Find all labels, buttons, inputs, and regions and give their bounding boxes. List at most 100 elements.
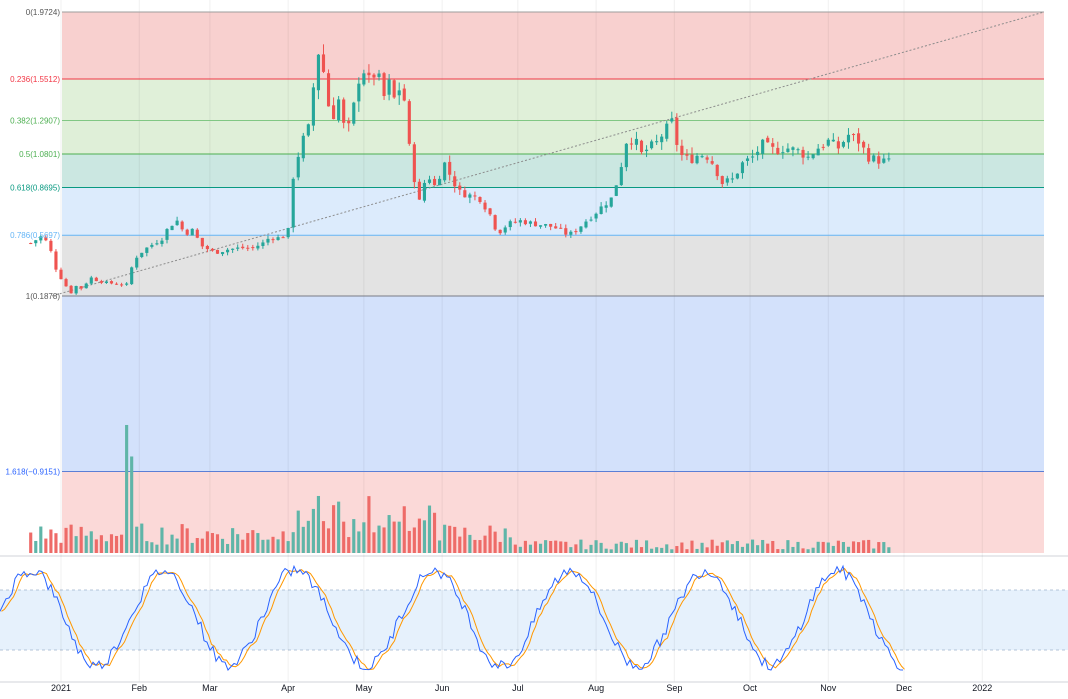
candle-body — [538, 225, 543, 227]
volume-bar — [261, 539, 265, 553]
volume-bar — [342, 521, 346, 553]
candle-body — [841, 142, 845, 147]
fib-band — [62, 120, 1044, 154]
candle-body — [634, 138, 639, 145]
candle-body — [155, 243, 159, 245]
volume-bar — [155, 544, 159, 553]
fib-level-label: 1(0.1878) — [26, 292, 61, 301]
candle-body — [478, 197, 482, 202]
candle-body — [690, 154, 694, 163]
volume-bar — [357, 531, 361, 553]
candle-body — [321, 54, 326, 72]
candle-body — [705, 157, 709, 160]
candle-body — [220, 252, 225, 255]
volume-bar — [417, 518, 421, 553]
candle-body — [84, 283, 88, 289]
candle-body — [882, 158, 886, 163]
volume-bar — [281, 531, 285, 553]
candle-body — [589, 219, 593, 221]
candle-body — [533, 221, 538, 227]
volume-bar — [745, 543, 750, 553]
candle-body — [130, 267, 134, 285]
candle-body — [483, 202, 487, 210]
volume-bar — [473, 539, 477, 553]
volume-bar — [882, 542, 886, 553]
volume-bar — [89, 531, 93, 553]
candle-body — [347, 120, 351, 124]
candle-body — [432, 178, 437, 186]
volume-bar — [619, 541, 623, 553]
volume-bar — [862, 540, 866, 553]
candle-body — [503, 227, 507, 233]
candle-body — [715, 164, 719, 177]
volume-bar — [175, 538, 179, 553]
candle-body — [120, 284, 124, 286]
volume-bar — [458, 536, 462, 553]
candle-body — [619, 167, 623, 186]
volume-bar — [44, 538, 48, 553]
volume-bar — [655, 547, 659, 553]
candle-body — [867, 148, 871, 162]
volume-bar — [564, 541, 568, 553]
candle-body — [745, 158, 750, 161]
volume-bar — [720, 542, 724, 553]
candle-body — [655, 141, 659, 143]
volume-bar — [771, 540, 775, 553]
candle-body — [104, 281, 108, 283]
volume-bar — [291, 532, 295, 553]
volume-bar — [392, 521, 396, 553]
volume-bar — [508, 537, 512, 553]
volume-bar — [49, 529, 53, 553]
candle-body — [756, 151, 760, 156]
x-tick-label: Sep — [666, 683, 682, 693]
volume-bar — [372, 532, 376, 553]
candle-body — [140, 252, 144, 258]
candle-body — [801, 149, 805, 158]
volume-bar — [432, 512, 437, 553]
volume-bar — [629, 547, 633, 553]
candle-body — [382, 73, 386, 97]
volume-bar — [453, 526, 457, 553]
candle-body — [34, 240, 38, 244]
volume-bar — [251, 530, 255, 553]
candle-body — [730, 178, 734, 180]
candle-body — [261, 242, 265, 246]
volume-bar — [301, 526, 305, 553]
candle-body — [180, 221, 184, 230]
volume-bar — [761, 539, 765, 553]
candle-body — [680, 145, 684, 156]
x-tick-label: Jun — [435, 683, 450, 693]
volume-bar — [84, 535, 88, 553]
candle-body — [877, 156, 881, 164]
volume-bar — [170, 534, 174, 553]
volume-bar — [735, 541, 739, 553]
volume-bar — [256, 533, 260, 553]
candle-body — [725, 178, 729, 183]
candle-body — [816, 148, 820, 156]
candle-body — [301, 135, 305, 159]
volume-bar — [695, 548, 699, 553]
volume-bar — [266, 539, 270, 553]
candle-body — [781, 152, 785, 154]
stochastic-d-line — [1, 567, 905, 671]
candle-body — [39, 236, 43, 241]
volume-bar — [165, 544, 169, 553]
candle-body — [99, 281, 103, 283]
candle-body — [241, 246, 245, 249]
candle-body — [256, 245, 260, 249]
candle-body — [69, 285, 73, 294]
candle-body — [397, 90, 401, 96]
volume-bar — [523, 540, 527, 553]
volume-bar — [786, 540, 790, 553]
candle-body — [826, 139, 830, 146]
candle-body — [276, 237, 280, 241]
volume-bar — [528, 544, 533, 553]
candle-body — [205, 246, 209, 250]
candle-body — [438, 178, 442, 186]
candle-body — [59, 269, 63, 280]
volume-bar — [74, 536, 78, 553]
volume-bar — [296, 510, 300, 553]
volume-bar — [766, 543, 770, 553]
volume-bar — [821, 541, 825, 553]
volume-bar — [332, 505, 336, 553]
